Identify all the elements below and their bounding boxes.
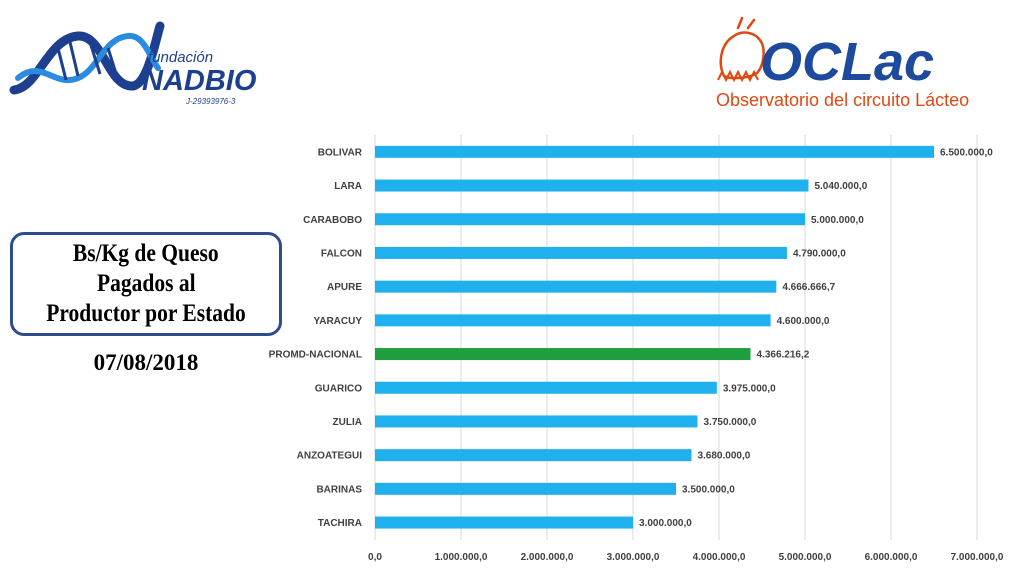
cow-icon <box>717 16 765 83</box>
title-box: Bs/Kg de Queso Pagados al Productor por … <box>10 232 282 336</box>
category-labels: BOLIVAR LARA CARABOBO FALCON APURE YARACUY PRO… <box>269 147 363 529</box>
oclac-logo: OCLac Observatorio del circuito Lácteo <box>716 16 969 110</box>
value-label: 4.666.666,7 <box>782 282 835 293</box>
category-label: GUARICO <box>315 383 362 394</box>
nadbio-id: J-29393976-3 <box>185 97 236 106</box>
oclac-subtitle: Observatorio del circuito Lácteo <box>716 90 969 110</box>
value-label: 5.000.000,0 <box>811 215 864 226</box>
value-label: 3.000.000,0 <box>639 518 692 529</box>
bar <box>375 449 692 462</box>
category-label: ZULIA <box>333 417 362 428</box>
bar <box>375 280 777 293</box>
value-label: 4.600.000,0 <box>777 316 830 327</box>
value-labels: 6.500.000,0 5.040.000,0 5.000.000,0 4.790.0… <box>639 147 993 529</box>
x-axis-ticks: 0,0 1.000.000,0 2.000.000,0 3.000.000,0 4.00… <box>368 552 1004 563</box>
category-label: CARABOBO <box>303 215 362 226</box>
value-label: 3.750.000,0 <box>704 417 757 428</box>
bar <box>375 482 676 495</box>
dna-helix-icon <box>9 21 165 95</box>
x-tick-label: 6.000.000,0 <box>865 552 918 563</box>
category-label: ANZOATEGUI <box>297 451 363 462</box>
category-label: BOLIVAR <box>318 147 363 158</box>
value-label: 4.366.216,2 <box>756 350 809 361</box>
bar <box>375 179 809 192</box>
category-label: PROMD-NACIONAL <box>269 350 362 361</box>
bar <box>375 213 805 226</box>
x-tick-label: 0,0 <box>368 552 382 563</box>
title-line-2: Pagados al <box>96 270 196 297</box>
x-tick-label: 2.000.000,0 <box>521 552 574 563</box>
value-label: 6.500.000,0 <box>940 147 993 158</box>
category-label: YARACUY <box>313 316 362 327</box>
nadbio-logo: fundación NADBIO J-29393976-3 <box>9 21 257 106</box>
x-tick-label: 4.000.000,0 <box>693 552 746 563</box>
value-label: 3.975.000,0 <box>723 383 776 394</box>
bar <box>375 516 633 529</box>
title-line-1: Bs/Kg de Queso <box>73 240 219 267</box>
bar <box>375 415 698 428</box>
value-label: 3.500.000,0 <box>682 484 735 495</box>
bar <box>375 246 787 259</box>
category-label: LARA <box>334 181 362 192</box>
bar <box>375 314 771 327</box>
category-label: TACHIRA <box>318 518 362 529</box>
category-label: APURE <box>327 282 362 293</box>
bar <box>375 145 934 158</box>
category-label: FALCON <box>321 248 362 259</box>
x-tick-label: 7.000.000,0 <box>951 552 1004 563</box>
x-tick-label: 1.000.000,0 <box>435 552 488 563</box>
oclac-name: OCLac <box>760 32 934 92</box>
value-label: 5.040.000,0 <box>814 181 867 192</box>
bar <box>375 348 751 361</box>
title-line-3: Productor por Estado <box>46 300 246 327</box>
x-tick-label: 3.000.000,0 <box>607 552 660 563</box>
nadbio-small-text: fundación <box>148 49 213 66</box>
value-label: 4.790.000,0 <box>793 248 846 259</box>
title-date: 07/08/2018 <box>93 350 199 375</box>
x-tick-label: 5.000.000,0 <box>779 552 832 563</box>
bar <box>375 381 717 394</box>
nadbio-name: NADBIO <box>142 65 257 97</box>
bars <box>375 145 934 529</box>
value-label: 3.680.000,0 <box>697 451 750 462</box>
gridlines <box>374 135 978 540</box>
category-label: BARINAS <box>316 484 362 495</box>
